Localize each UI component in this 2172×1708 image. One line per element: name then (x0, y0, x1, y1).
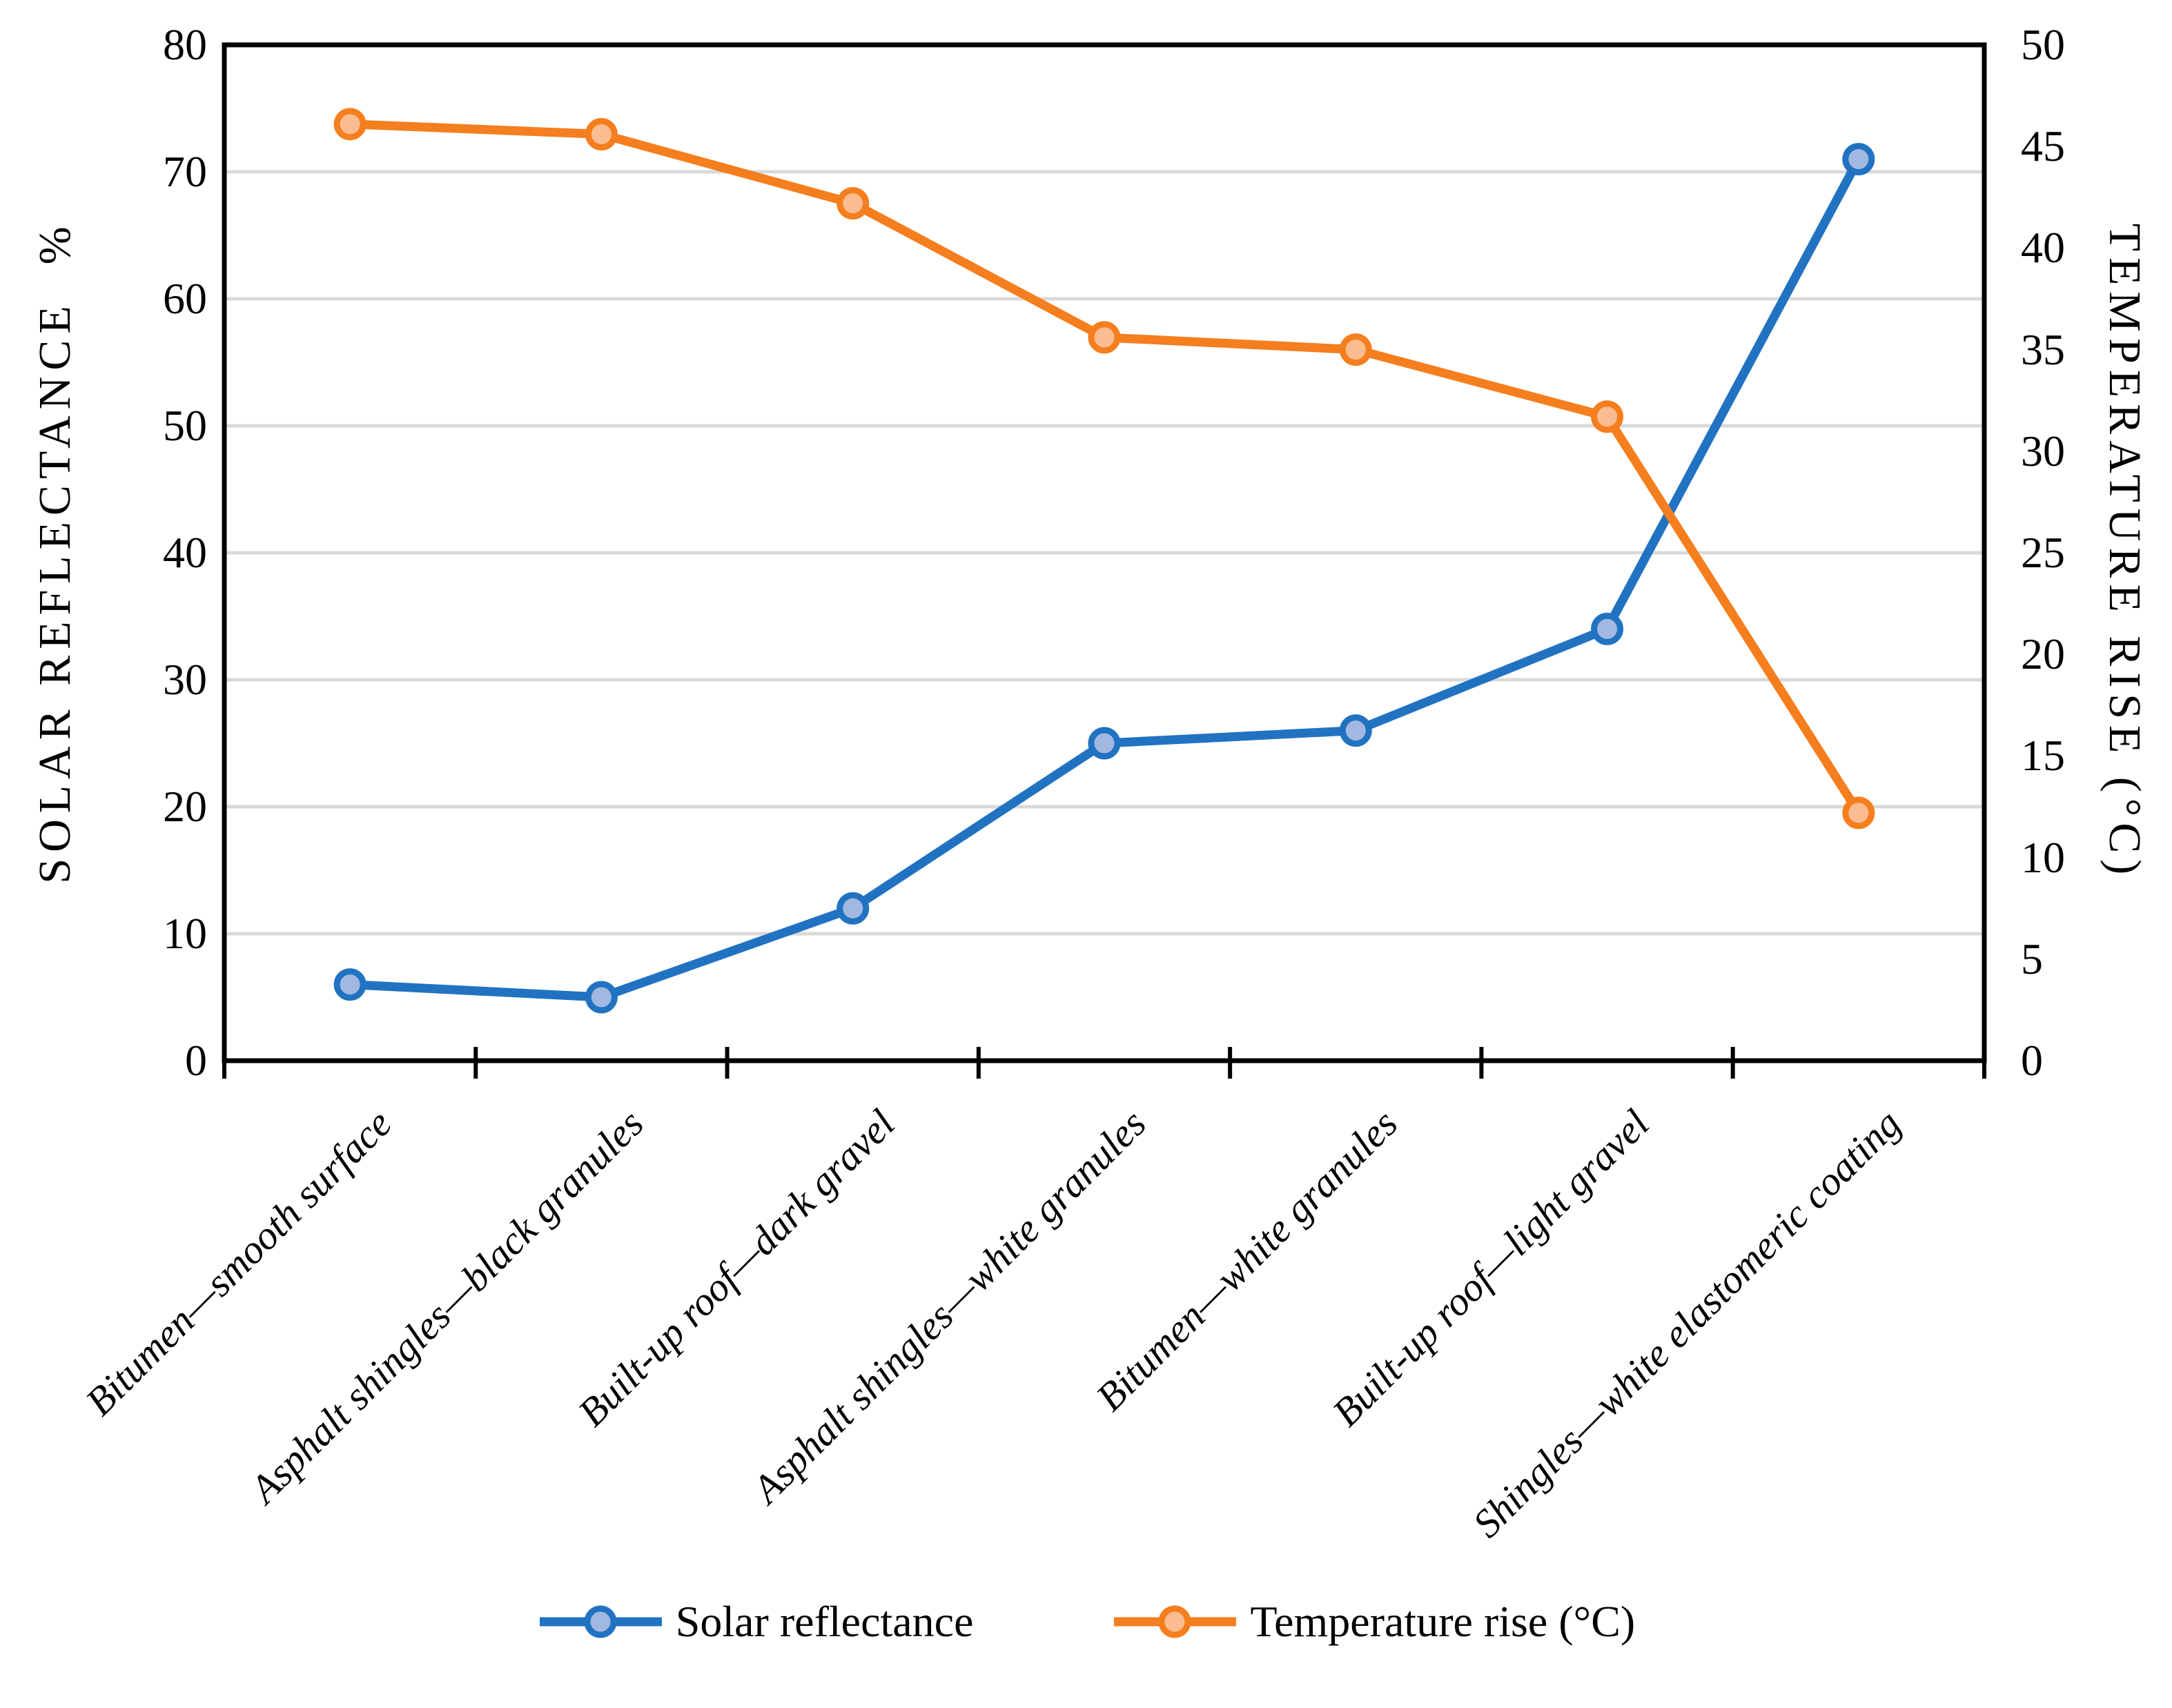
right-axis-tick-label: 25 (2021, 528, 2065, 577)
right-axis-tick-label: 50 (2021, 20, 2065, 69)
legend-entry: Temperature rise (°C) (1111, 1600, 1635, 1644)
right-axis-tick-label: 10 (2021, 832, 2065, 882)
data-point-marker (1591, 612, 1624, 645)
left-axis-tick-label: 20 (163, 782, 207, 831)
right-axis-tick-label: 45 (2021, 121, 2065, 171)
left-axis-tick-label: 80 (163, 20, 207, 69)
data-point-marker (836, 187, 870, 220)
left-axis-tick-label: 70 (163, 147, 207, 196)
data-point-marker (836, 892, 870, 925)
data-point-marker (1339, 714, 1372, 747)
legend-entry-label: Solar reflectance (675, 1597, 974, 1646)
legend-entry-label: Temperature rise (°C) (1250, 1597, 1636, 1646)
left-axis-tick-label: 40 (163, 528, 207, 577)
right-axis-tick-label: 5 (2021, 934, 2043, 983)
data-point-marker (1339, 333, 1372, 366)
right-axis-title: TEMPERATURE RISE (°C) (2100, 223, 2150, 881)
data-point-marker (1088, 321, 1121, 354)
data-point-marker (1842, 796, 1875, 830)
series-line-solar-reflectance (345, 155, 1863, 1002)
data-point-marker (333, 968, 366, 1001)
legend-marker-swatch (539, 1605, 662, 1638)
data-point-marker (1842, 143, 1875, 176)
left-axis-tick-label: 0 (185, 1036, 207, 1085)
right-axis-tick-label: 20 (2021, 629, 2065, 679)
data-point-marker (1088, 727, 1121, 760)
left-axis-tick-label: 30 (163, 655, 207, 704)
plot-frame (222, 42, 1987, 1063)
right-axis-tick-label: 30 (2021, 426, 2065, 475)
data-point-marker (585, 118, 618, 151)
data-point-marker (333, 108, 366, 141)
chart-legend: Solar reflectance Temperature rise (°C) (0, 1600, 2172, 1644)
data-point-marker (1591, 400, 1624, 433)
left-axis-tick-label: 50 (163, 401, 207, 450)
left-axis-title: SOLAR REFLECTANCE % (30, 220, 80, 884)
right-axis-tick-label: 0 (2021, 1036, 2043, 1085)
legend-entry: Solar reflectance (537, 1597, 974, 1646)
right-axis-tick-label: 40 (2021, 223, 2065, 273)
series-line-temperature-rise-c- (345, 119, 1863, 818)
left-axis-tick-label: 60 (163, 274, 207, 323)
right-axis-tick-label: 35 (2021, 324, 2065, 374)
right-axis-tick-label: 15 (2021, 731, 2065, 781)
left-axis-tick-label: 10 (163, 909, 207, 958)
data-point-marker (585, 981, 618, 1014)
legend-marker-swatch (1114, 1605, 1237, 1638)
